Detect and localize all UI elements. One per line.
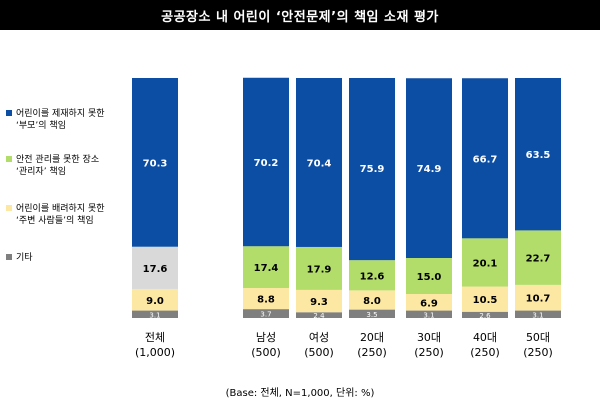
bar-value-label: 9.3: [310, 297, 328, 308]
bar-value-label: 17.6: [143, 264, 168, 275]
category-label: (250): [414, 346, 444, 359]
legend-swatch: [6, 254, 12, 260]
category-label: (250): [523, 346, 553, 359]
bar-segment: [132, 246, 178, 289]
legend-label: ‘부모’의 책임: [16, 119, 66, 131]
bar-value-label: 3.1: [149, 311, 160, 319]
bar-segment: [349, 290, 395, 310]
bar-segment: [349, 78, 395, 261]
bar-value-label: 12.6: [360, 271, 385, 282]
bar-segment: [349, 309, 395, 318]
bar-segment: [406, 258, 452, 294]
bar-segment: [406, 310, 452, 318]
legend-label: 안전 관리를 못한 장소: [16, 154, 99, 165]
bar-segment: [515, 310, 561, 318]
bar-segment: [462, 78, 508, 239]
bar-value-label: 10.5: [473, 295, 498, 306]
bar-segment: [132, 310, 178, 318]
bar-value-label: 70.2: [254, 158, 279, 169]
bar-value-label: 15.0: [417, 272, 442, 283]
category-label: (500): [304, 346, 334, 359]
bar-segment: [296, 78, 342, 247]
bar-value-label: 2.4: [313, 312, 325, 320]
category-label: 여성: [309, 331, 329, 344]
bar-value-label: 75.9: [360, 164, 385, 175]
category-label: 40대: [473, 331, 497, 344]
bar-segment: [243, 77, 289, 247]
title-bar: 공공장소 내 어린이 ‘안전문제’의 책임 소재 평가: [0, 0, 600, 30]
base-note: (Base: 전체, N=1,000, 단위: %): [225, 388, 375, 399]
bar-segment: [296, 246, 342, 290]
category-label: (250): [470, 346, 500, 359]
bar-value-label: 70.3: [143, 158, 168, 169]
legend-label: 어린이를 제재하지 못한: [16, 108, 105, 119]
bar-value-label: 6.9: [420, 298, 438, 309]
category-label: 남성: [256, 331, 276, 344]
category-label: (500): [251, 346, 281, 359]
bar-value-label: 9.0: [146, 296, 164, 307]
legend-label: 어린이를 배려하지 못한: [16, 203, 105, 214]
legend-label: 기타: [16, 252, 33, 263]
category-label: 전체: [145, 331, 165, 344]
bar-value-label: 70.4: [307, 158, 332, 169]
bar-segment: [349, 260, 395, 291]
bar-value-label: 63.5: [526, 150, 551, 161]
bar-value-label: 74.9: [417, 164, 442, 175]
bar-segment: [515, 78, 561, 231]
bar-segment: [462, 311, 508, 318]
bar-value-label: 8.8: [257, 295, 275, 306]
legend-label: ‘관리자’ 책임: [16, 165, 66, 177]
category-label: (1,000): [135, 346, 175, 359]
bar-segment: [296, 312, 342, 318]
legend-swatch: [6, 156, 12, 162]
bar-segment: [462, 286, 508, 312]
legend-swatch: [6, 205, 12, 211]
bar-value-label: 3.5: [366, 311, 377, 319]
bar-value-label: 8.0: [363, 296, 381, 307]
bar-segment: [515, 230, 561, 285]
bar-segment: [515, 284, 561, 311]
legend-label: ‘주변 사람들’의 책임: [16, 214, 94, 226]
category-label: 50대: [526, 331, 550, 344]
category-label: 20대: [360, 331, 384, 344]
bar-segment: [132, 78, 178, 247]
bar-segment: [243, 309, 289, 318]
bar-value-label: 10.7: [526, 294, 551, 305]
bar-value-label: 3.7: [260, 311, 271, 319]
bar-value-label: 66.7: [473, 154, 498, 165]
bar-segment: [406, 294, 452, 311]
bar-value-label: 3.1: [532, 311, 543, 319]
bar-segment: [243, 288, 289, 310]
chart-title: 공공장소 내 어린이 ‘안전문제’의 책임 소재 평가: [161, 9, 439, 25]
bar-segment: [132, 288, 178, 311]
bar-segment: [296, 289, 342, 313]
category-label: (250): [357, 346, 387, 359]
bar-value-label: 20.1: [473, 258, 498, 269]
bar-value-label: 3.1: [423, 311, 434, 319]
legend-swatch: [6, 110, 12, 116]
bar-segment: [406, 78, 452, 259]
bar-value-label: 17.9: [307, 264, 332, 275]
bar-value-label: 22.7: [526, 254, 551, 265]
bar-value-label: 17.4: [254, 263, 279, 274]
category-label: 30대: [417, 331, 441, 344]
bar-segment: [462, 238, 508, 287]
bar-value-label: 2.6: [479, 312, 491, 320]
bar-segment: [243, 246, 289, 288]
